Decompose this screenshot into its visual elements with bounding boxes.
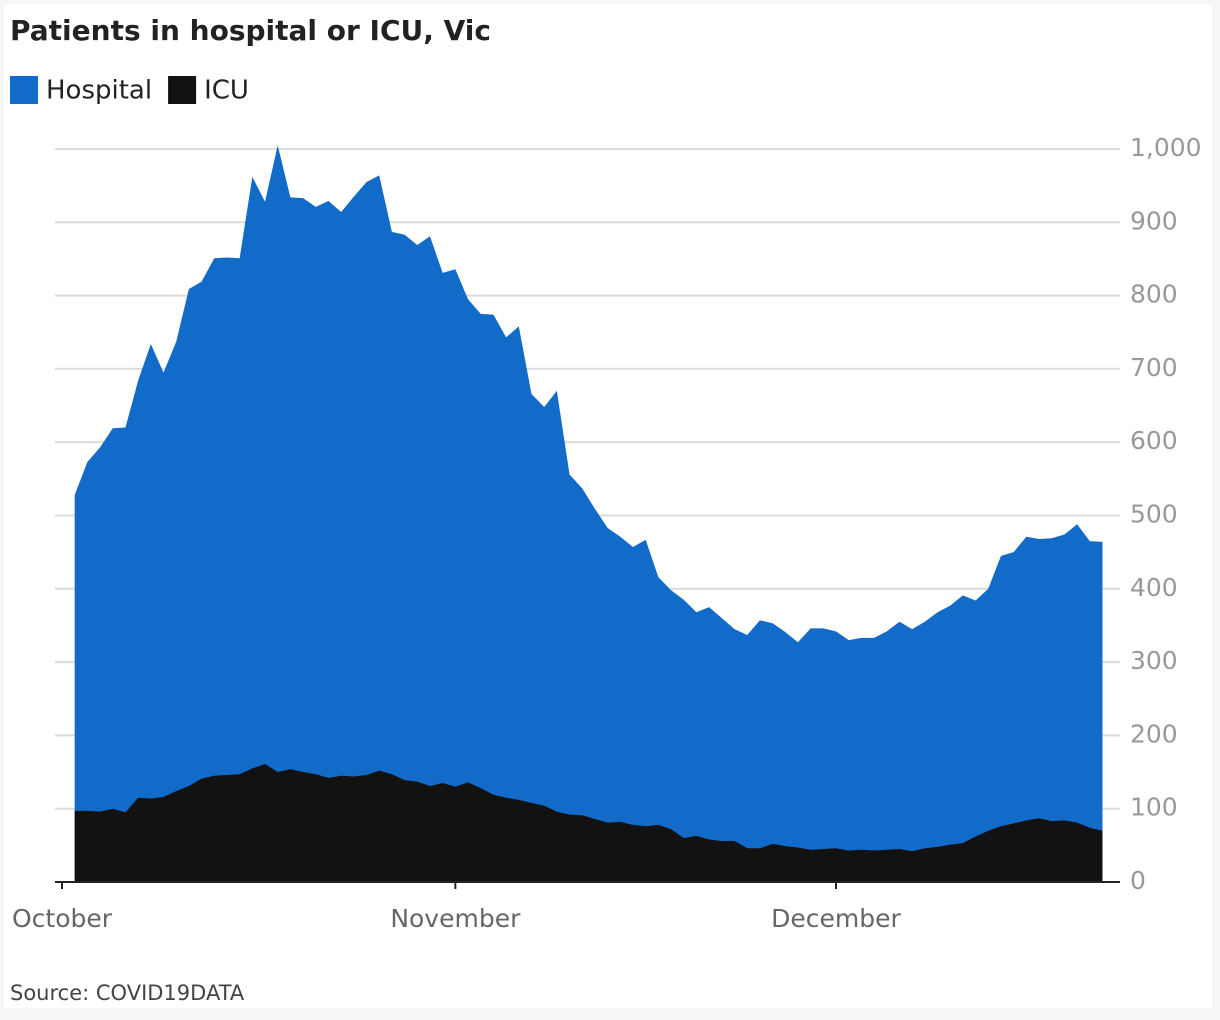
y-tick-label: 100 (1130, 793, 1178, 822)
legend-swatch (168, 76, 197, 104)
chart-title: Patients in hospital or ICU, Vic (10, 14, 491, 47)
x-tick-label: December (771, 904, 901, 933)
y-tick-label: 700 (1130, 353, 1178, 382)
area (74, 145, 1103, 882)
y-tick-label: 300 (1130, 646, 1178, 675)
legend-swatch (10, 76, 38, 104)
area (74, 763, 1103, 882)
y-tick-label: 200 (1130, 719, 1178, 748)
x-tick-label: November (390, 904, 521, 933)
y-tick-label: 900 (1130, 206, 1178, 235)
x-tick-label: October (12, 904, 113, 933)
y-tick-label: 800 (1130, 280, 1178, 309)
source: Source: COVID19DATA (10, 981, 245, 1005)
y-tick-label: 600 (1130, 426, 1178, 455)
y-tick-label: 400 (1130, 573, 1178, 602)
y-tick-label: 1,000 (1130, 133, 1202, 162)
legend-label: ICU (204, 76, 249, 106)
y-tick-label: 500 (1130, 500, 1178, 529)
y-tick-label: 0 (1130, 866, 1146, 895)
legend-label: Hospital (46, 76, 152, 106)
